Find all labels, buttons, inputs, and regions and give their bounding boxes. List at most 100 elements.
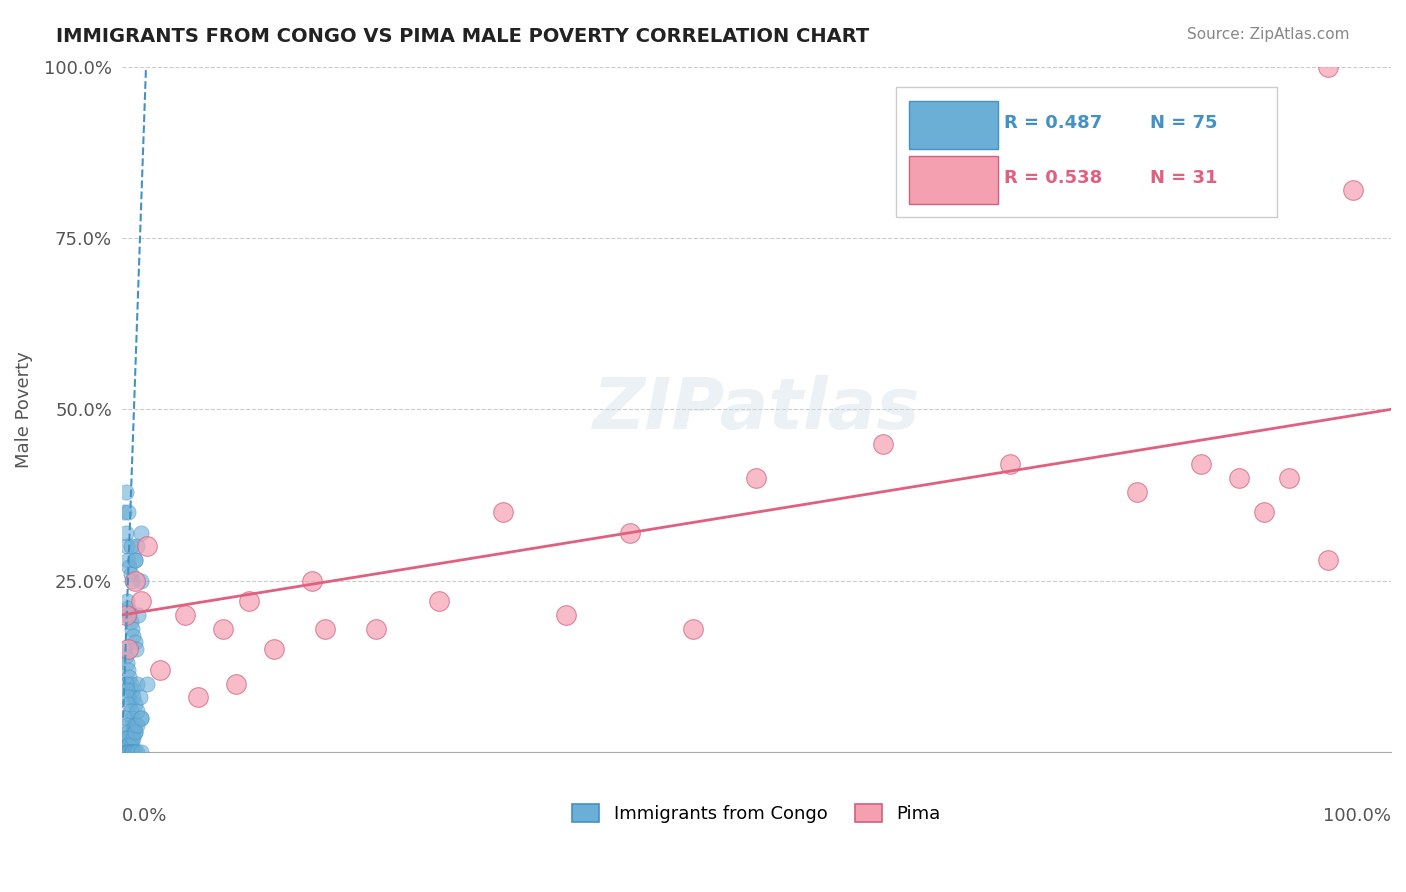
Point (129, 711, 152, 725)
Point (120, 566, 142, 581)
Point (124, 724, 146, 739)
Point (124, 724, 146, 739)
Point (118, 731, 141, 746)
Point (225, 676, 247, 690)
Point (124, 717, 146, 731)
Point (124, 635, 146, 649)
Point (872, 436, 894, 450)
Point (117, 663, 139, 677)
Point (118, 739, 141, 753)
Point (187, 690, 209, 705)
FancyBboxPatch shape (908, 156, 998, 203)
Point (122, 724, 145, 739)
Point (118, 560, 141, 574)
Point (121, 739, 143, 753)
Point (121, 622, 143, 636)
Point (117, 690, 139, 705)
Text: IMMIGRANTS FROM CONGO VS PIMA MALE POVERTY CORRELATION CHART: IMMIGRANTS FROM CONGO VS PIMA MALE POVER… (56, 27, 869, 45)
Point (115, 594, 138, 608)
Text: R = 0.487: R = 0.487 (1004, 114, 1102, 132)
Point (115, 745, 138, 759)
Text: 100.0%: 100.0% (1323, 807, 1391, 825)
Point (301, 574, 323, 588)
Text: 0.0%: 0.0% (122, 807, 167, 825)
Point (1000, 457, 1022, 471)
Text: N = 31: N = 31 (1150, 169, 1218, 186)
Point (1316, 60, 1339, 74)
Point (124, 574, 146, 588)
Point (136, 676, 159, 690)
Point (122, 745, 145, 759)
Point (122, 731, 145, 746)
Point (124, 553, 146, 567)
Point (124, 553, 146, 567)
FancyBboxPatch shape (908, 101, 998, 149)
Point (125, 745, 148, 759)
Point (120, 676, 142, 690)
Point (112, 642, 135, 657)
Legend: Immigrants from Congo, Pima: Immigrants from Congo, Pima (564, 795, 949, 832)
Point (120, 745, 142, 759)
Y-axis label: Male Poverty: Male Poverty (15, 351, 32, 467)
Point (125, 642, 148, 657)
Point (114, 676, 136, 690)
Point (125, 704, 148, 718)
Point (1189, 457, 1212, 471)
Point (117, 739, 139, 753)
Point (114, 484, 136, 499)
Point (619, 525, 641, 540)
Point (122, 717, 145, 731)
Point (121, 745, 143, 759)
Point (118, 697, 141, 711)
Point (129, 525, 152, 540)
Point (745, 471, 768, 485)
Point (121, 683, 143, 698)
Point (117, 724, 139, 739)
Point (125, 717, 148, 731)
Point (118, 607, 141, 622)
Point (118, 745, 141, 759)
Point (121, 731, 143, 746)
Point (114, 607, 136, 622)
Point (117, 745, 139, 759)
Point (136, 540, 159, 554)
Point (555, 607, 578, 622)
Point (1278, 471, 1301, 485)
Point (1227, 471, 1250, 485)
Point (115, 683, 138, 698)
FancyBboxPatch shape (896, 87, 1277, 218)
Point (115, 540, 138, 554)
Point (114, 649, 136, 664)
Point (212, 622, 235, 636)
Text: ZIPatlas: ZIPatlas (593, 375, 920, 444)
Point (114, 711, 136, 725)
Point (118, 670, 141, 684)
Point (124, 697, 146, 711)
Point (682, 622, 704, 636)
Point (117, 601, 139, 615)
Point (117, 553, 139, 567)
Point (114, 525, 136, 540)
Point (115, 717, 138, 731)
Point (125, 676, 148, 690)
Point (238, 594, 260, 608)
Point (122, 629, 145, 643)
Point (114, 745, 136, 759)
Point (263, 642, 285, 657)
Point (114, 607, 136, 622)
Point (120, 615, 142, 629)
Point (125, 540, 148, 554)
Point (120, 739, 142, 753)
Point (121, 574, 143, 588)
Point (1126, 484, 1149, 499)
Point (121, 711, 143, 725)
Point (120, 704, 142, 718)
Point (129, 711, 152, 725)
Point (129, 574, 152, 588)
Text: R = 0.538: R = 0.538 (1004, 169, 1102, 186)
Point (124, 745, 146, 759)
Point (112, 505, 135, 519)
Point (128, 690, 150, 705)
Point (427, 594, 450, 608)
Point (1341, 183, 1364, 197)
